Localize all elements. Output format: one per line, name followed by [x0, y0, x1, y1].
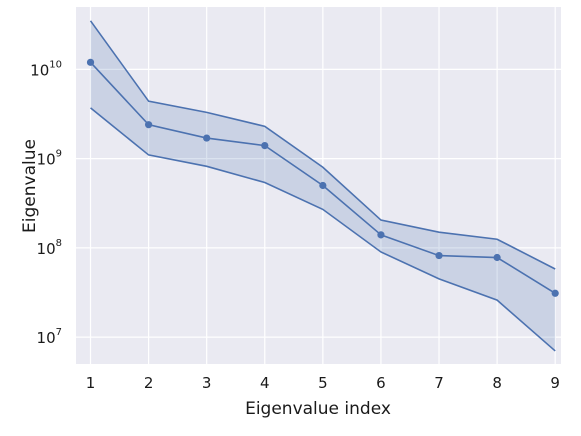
x-tick-label: 1 — [86, 374, 96, 392]
data-point — [145, 121, 153, 129]
x-tick-labels: 1 2 3 4 5 6 7 8 9 — [86, 374, 560, 392]
y-axis-title: Eigenvalue — [20, 139, 40, 233]
x-tick-label: 5 — [318, 374, 328, 392]
y-tick-label: 107 — [37, 327, 62, 347]
x-tick-label: 8 — [492, 374, 502, 392]
y-tick-label: 109 — [37, 149, 62, 169]
series-layer — [86, 20, 559, 352]
data-point — [203, 134, 211, 142]
x-tick-label: 7 — [434, 374, 444, 392]
x-tick-label: 9 — [550, 374, 560, 392]
data-point — [261, 141, 269, 150]
data-point — [551, 289, 559, 297]
y-tick-labels: 107 108 109 1010 — [30, 59, 62, 347]
data-point — [319, 181, 327, 190]
data-point — [435, 251, 443, 260]
x-axis-title: Eigenvalue index — [245, 399, 391, 419]
x-tick-label: 2 — [144, 374, 154, 392]
y-tick-label: 108 — [37, 238, 62, 258]
upper-bound-line — [89, 20, 556, 270]
plot-background — [76, 7, 561, 364]
lower-bound-line — [90, 107, 556, 352]
y-tick-label: 1010 — [30, 59, 62, 79]
data-point — [86, 58, 95, 66]
x-tick-label: 6 — [376, 374, 386, 392]
x-tick-label: 3 — [202, 374, 212, 392]
grid-lines — [76, 7, 561, 364]
data-point — [493, 253, 501, 262]
x-tick-label: 4 — [260, 374, 270, 392]
data-point — [377, 231, 385, 239]
